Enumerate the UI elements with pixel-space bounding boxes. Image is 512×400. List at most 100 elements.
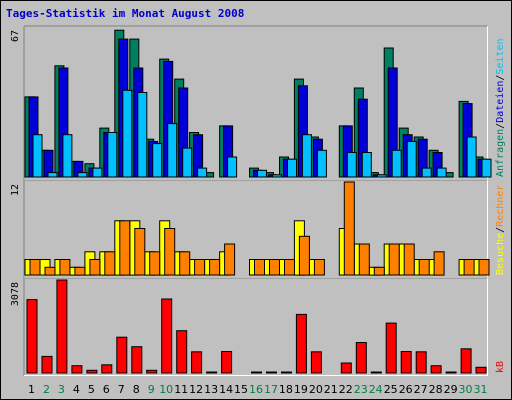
day-labels: 1 2 3 4 5 6 7 8 9 10 11 12 13 14 15 16 17 18 19 20 21 22 23 24 2… [28,383,488,396]
bar-Seiten-28 [436,167,447,178]
bar-Seiten-22 [346,152,357,178]
bar-Rechner-5 [89,259,101,276]
bar-kB-18 [281,371,292,374]
bar-Seiten-24 [376,174,387,178]
bar-kB-29 [445,371,457,374]
ymax-label: 67 [10,30,21,42]
day-label-26: 26 [399,383,413,396]
bar-Rechner-31 [478,259,490,276]
bar-kB-17 [266,371,277,374]
bar-kB-3 [56,279,68,374]
day-label-9: 9 [148,383,155,396]
bar-kB-14 [221,351,233,374]
bar-Rechner-12 [194,259,206,276]
bar-Rechner-16 [254,259,265,276]
day-label-8: 8 [133,383,140,396]
bar-Seiten-1 [32,134,43,178]
day-label-18: 18 [279,383,293,396]
legend-entry: Rechner [495,185,506,227]
bar-kB-4 [71,365,83,374]
bar-kB-30 [460,348,472,374]
bar-Seiten-14 [227,156,238,178]
bar-Rechner-28 [433,251,445,276]
bar-kB-7 [116,336,128,374]
bar-Rechner-7 [119,220,131,276]
bar-Rechner-2 [44,266,56,276]
bar-Rechner-9 [149,251,161,276]
bar-Rechner-22 [343,181,355,276]
panel-visits-sites: 12 Besuche/Rechner [10,179,506,278]
day-label-30: 30 [459,383,473,396]
day-label-11: 11 [174,383,188,396]
bar-kB-10 [161,298,173,374]
bar-kB-22 [340,362,352,374]
bar-Seiten-8 [137,92,148,178]
day-label-29: 29 [444,383,458,396]
bar-Rechner-23 [358,243,370,276]
bar-Rechner-18 [284,259,295,276]
day-label-31: 31 [474,383,488,396]
bar-Rechner-24 [373,266,385,276]
day-label-4: 4 [73,383,80,396]
bar-Seiten-31 [481,158,492,178]
bar-kB-25 [385,322,397,374]
panel-kb: 3078 kB [10,277,506,376]
chart-title: Tages-Statistik im Monat August 2008 [6,7,244,20]
bar-Seiten-27 [421,167,432,178]
bar-Seiten-9 [152,143,163,178]
day-label-23: 23 [354,383,368,396]
day-label-28: 28 [429,383,443,396]
series-Seiten [32,89,492,178]
bar-Rechner-17 [269,259,280,276]
day-label-16: 16 [249,383,263,396]
day-label-13: 13 [204,383,218,396]
bar-kB-9 [146,369,158,374]
bar-Seiten-10 [167,123,178,178]
bar-kB-19 [295,313,307,374]
day-label-5: 5 [88,383,95,396]
day-label-3: 3 [58,383,65,396]
bar-Rechner-3 [59,259,71,276]
bar-Seiten-7 [122,89,133,178]
day-label-21: 21 [324,383,338,396]
bar-Rechner-19 [298,235,310,276]
legend-entry: kB [495,361,506,373]
day-label-2: 2 [43,383,50,396]
bar-Seiten-20 [316,149,327,178]
bar-Seiten-30 [466,136,477,178]
legend-entry: Besuche [495,233,506,275]
bar-Seiten-18 [287,158,297,178]
legend-entry: Seiten [495,38,506,74]
day-label-14: 14 [219,383,233,396]
bar-kB-24 [370,371,382,374]
legend-entry: / [495,123,506,129]
bar-Rechner-4 [74,266,86,276]
bar-Rechner-10 [164,228,176,276]
bar-kB-6 [101,364,113,374]
day-label-7: 7 [118,383,125,396]
bar-Rechner-27 [418,259,430,276]
bar-kB-26 [400,351,412,374]
bar-kB-23 [355,342,367,374]
day-label-24: 24 [369,383,383,396]
bar-kB-2 [41,355,53,374]
day-label-15: 15 [234,383,248,396]
bar-Rechner-1 [29,259,41,276]
bar-Seiten-11 [182,147,193,178]
bar-Seiten-3 [62,134,73,178]
bar-kB-11 [176,330,188,374]
bar-Rechner-6 [104,251,116,276]
bar-kB-5 [86,369,98,374]
ymax-label: 12 [10,184,21,196]
bar-Rechner-8 [134,228,146,276]
day-label-1: 1 [28,383,35,396]
series-Rechner [29,181,490,276]
bar-Seiten-4 [77,172,88,178]
bar-Seiten-23 [361,152,372,178]
bar-Rechner-14 [224,243,236,276]
day-label-20: 20 [309,383,323,396]
bar-kB-20 [310,351,322,374]
bar-kB-1 [26,299,38,374]
day-label-17: 17 [264,383,278,396]
